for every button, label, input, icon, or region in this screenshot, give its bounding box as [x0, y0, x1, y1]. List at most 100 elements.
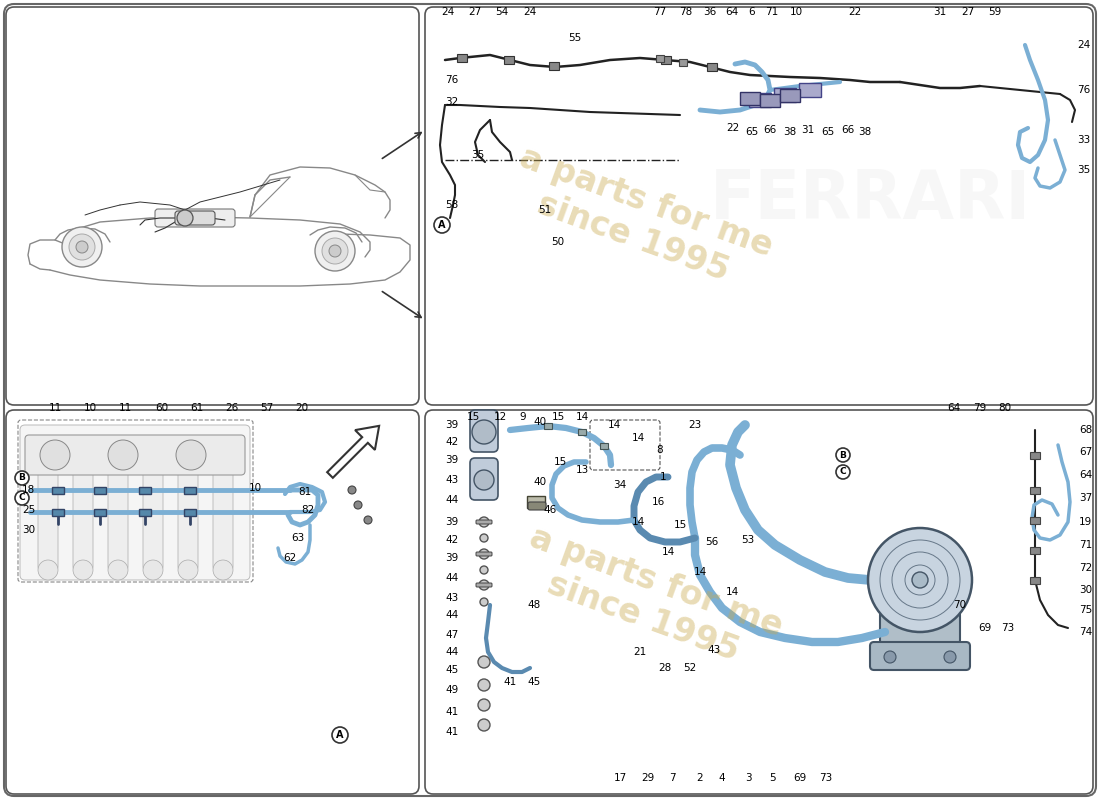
Bar — [139, 509, 151, 515]
Text: 10: 10 — [249, 483, 262, 493]
Text: 61: 61 — [190, 403, 204, 413]
FancyBboxPatch shape — [175, 211, 214, 225]
Bar — [679, 58, 688, 66]
Text: 73: 73 — [1001, 623, 1014, 633]
Bar — [1030, 486, 1040, 494]
Circle shape — [478, 679, 490, 691]
Text: 45: 45 — [527, 677, 540, 687]
Bar — [1030, 577, 1040, 583]
Text: 10: 10 — [790, 7, 803, 17]
Text: 44: 44 — [446, 610, 459, 620]
Bar — [184, 509, 196, 515]
Text: 39: 39 — [446, 420, 459, 430]
Text: 38: 38 — [858, 127, 871, 137]
Text: 65: 65 — [822, 127, 835, 137]
Bar — [1030, 517, 1040, 523]
Text: 45: 45 — [446, 665, 459, 675]
Circle shape — [478, 719, 490, 731]
Circle shape — [15, 471, 29, 485]
Circle shape — [474, 470, 494, 490]
Circle shape — [868, 528, 972, 632]
Bar — [184, 486, 196, 494]
Text: 64: 64 — [725, 7, 738, 17]
Text: 39: 39 — [446, 455, 459, 465]
FancyBboxPatch shape — [178, 470, 198, 570]
Text: 78: 78 — [680, 7, 693, 17]
Text: 74: 74 — [1079, 627, 1092, 637]
Bar — [661, 56, 671, 64]
Bar — [549, 62, 559, 70]
Text: C: C — [19, 494, 25, 502]
Circle shape — [478, 699, 490, 711]
Text: 35: 35 — [472, 150, 485, 160]
Text: 44: 44 — [446, 647, 459, 657]
Circle shape — [332, 727, 348, 743]
Text: C: C — [839, 467, 846, 477]
Text: 5: 5 — [769, 773, 776, 783]
FancyBboxPatch shape — [528, 502, 546, 510]
Circle shape — [836, 465, 850, 479]
Circle shape — [15, 491, 29, 505]
Circle shape — [39, 560, 58, 580]
Text: 34: 34 — [614, 480, 627, 490]
Bar — [740, 91, 760, 105]
Bar — [52, 486, 64, 494]
Text: 68: 68 — [1079, 425, 1092, 435]
Text: 17: 17 — [614, 773, 627, 783]
Bar — [749, 93, 771, 107]
Text: 30: 30 — [22, 525, 35, 535]
Text: 41: 41 — [504, 677, 517, 687]
Text: 14: 14 — [575, 412, 589, 422]
Text: 18: 18 — [22, 485, 35, 495]
FancyBboxPatch shape — [880, 610, 960, 645]
Bar — [456, 54, 468, 62]
Text: 71: 71 — [766, 7, 779, 17]
Text: 20: 20 — [296, 403, 309, 413]
Text: 13: 13 — [575, 465, 589, 475]
Bar — [578, 429, 586, 435]
Circle shape — [143, 560, 163, 580]
Text: 25: 25 — [22, 505, 35, 515]
Text: 14: 14 — [631, 433, 645, 443]
Text: A: A — [337, 730, 343, 740]
Text: 76: 76 — [446, 75, 459, 85]
Text: 56: 56 — [705, 537, 718, 547]
Text: 72: 72 — [1079, 563, 1092, 573]
Bar — [780, 89, 800, 102]
Text: 27: 27 — [469, 7, 482, 17]
Bar — [94, 509, 106, 515]
Text: 23: 23 — [689, 420, 702, 430]
Text: 26: 26 — [226, 403, 239, 413]
Bar — [94, 486, 106, 494]
Text: 60: 60 — [155, 403, 168, 413]
FancyBboxPatch shape — [470, 458, 498, 500]
Text: 63: 63 — [292, 533, 305, 543]
Circle shape — [69, 234, 95, 260]
Text: 21: 21 — [634, 647, 647, 657]
Text: 14: 14 — [631, 517, 645, 527]
Circle shape — [434, 217, 450, 233]
Text: 8: 8 — [657, 445, 663, 455]
Circle shape — [108, 560, 128, 580]
Text: 33: 33 — [1077, 135, 1090, 145]
Circle shape — [480, 598, 488, 606]
Circle shape — [329, 245, 341, 257]
Text: 22: 22 — [848, 7, 861, 17]
Text: a parts for me
since 1995: a parts for me since 1995 — [513, 521, 788, 679]
Text: 15: 15 — [673, 520, 686, 530]
Text: 3: 3 — [745, 773, 751, 783]
FancyBboxPatch shape — [476, 520, 492, 524]
Text: 64: 64 — [947, 403, 960, 413]
Text: 14: 14 — [661, 547, 674, 557]
Text: 66: 66 — [842, 125, 855, 135]
Circle shape — [177, 210, 192, 226]
Text: 7: 7 — [669, 773, 675, 783]
Text: 42: 42 — [446, 437, 459, 447]
Bar — [52, 509, 64, 515]
Text: 51: 51 — [538, 205, 551, 215]
Text: 22: 22 — [726, 123, 739, 133]
Text: 24: 24 — [1077, 40, 1090, 50]
Text: 40: 40 — [534, 477, 547, 487]
Text: 75: 75 — [1079, 605, 1092, 615]
Text: FERRARI: FERRARI — [710, 167, 1031, 233]
